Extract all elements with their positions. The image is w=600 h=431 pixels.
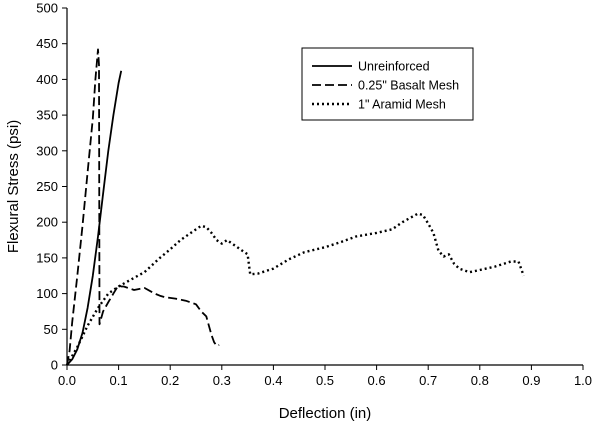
legend: Unreinforced 0.25" Basalt Mesh 1" Aramid M… (301, 47, 474, 121)
series-line-2 (65, 212, 525, 366)
series-line-1 (66, 48, 220, 366)
x-tick-label: 0.8 (471, 373, 489, 388)
y-tick-label: 100 (36, 286, 58, 301)
x-axis-title: Deflection (in) (279, 405, 372, 422)
x-tick-label: 0.9 (522, 373, 540, 388)
legend-label-1: 0.25" Basalt Mesh (358, 79, 459, 93)
y-tick-label: 150 (36, 250, 58, 265)
y-tick-label: 400 (36, 72, 58, 87)
legend-box (301, 47, 474, 121)
x-tick-label: 0.5 (316, 373, 334, 388)
y-tick-label: 250 (36, 179, 58, 194)
y-tick-label: 450 (36, 36, 58, 51)
x-tick-label: 0.0 (58, 373, 76, 388)
y-tick-label: 0 (51, 358, 58, 373)
x-tick-label: 0.1 (110, 373, 128, 388)
axis-ticks: 0.0 0.1 0.2 0.3 0.4 0.5 0.6 0.7 0.8 0.9 1.0 0 50 100 1… (36, 1, 592, 389)
series-line-0 (66, 70, 123, 366)
legend-label-0: Unreinforced (358, 60, 430, 74)
y-tick-label: 500 (36, 1, 58, 16)
series-layer (65, 48, 525, 366)
y-tick-label: 350 (36, 108, 58, 123)
y-tick-label: 50 (44, 322, 58, 337)
y-tick-label: 300 (36, 143, 58, 158)
y-tick-label: 200 (36, 215, 58, 230)
y-axis-title: Flexural Stress (psi) (5, 120, 22, 253)
x-tick-label: 0.4 (264, 373, 282, 388)
x-tick-label: 1.0 (574, 373, 592, 388)
x-tick-label: 0.2 (161, 373, 179, 388)
legend-label-2: 1" Aramid Mesh (358, 98, 446, 112)
x-tick-label: 0.3 (213, 373, 231, 388)
x-tick-label: 0.7 (419, 373, 437, 388)
x-tick-label: 0.6 (368, 373, 386, 388)
